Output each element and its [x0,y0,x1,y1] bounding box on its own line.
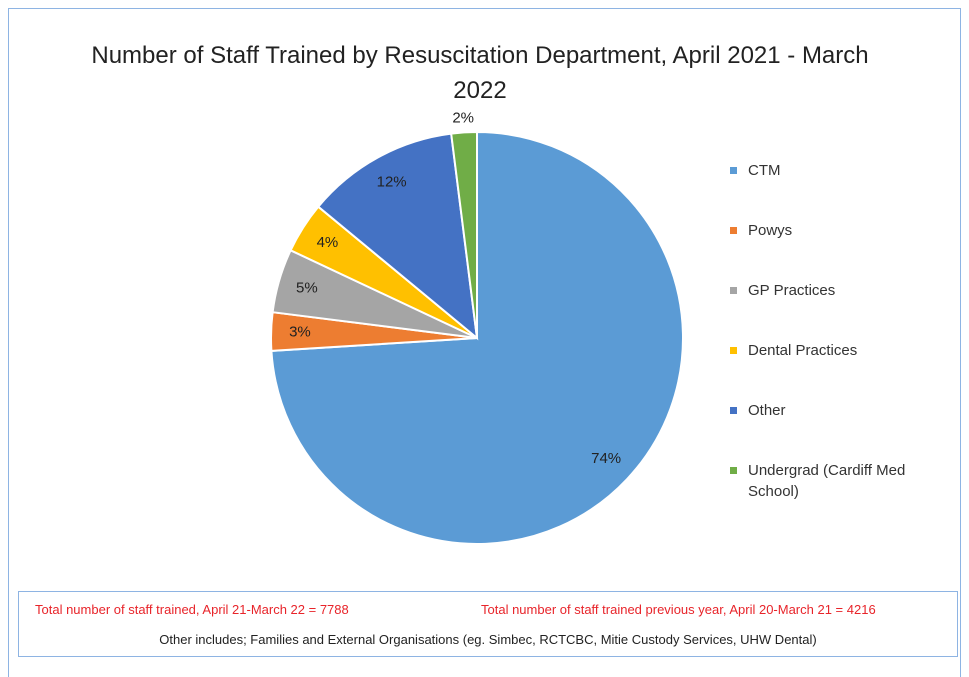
data-label: 5% [296,280,318,297]
legend-item: Undergrad (Cardiff Med School) [730,460,950,520]
notes-box: Total number of staff trained, April 21-… [18,591,958,657]
legend-label: Powys [748,222,793,239]
legend-item: CTM [730,160,950,220]
pie-slice [316,132,479,341]
legend-label: Dental Practices [748,342,858,359]
total-previous: Total number of staff trained previous y… [481,602,876,617]
data-label: 74% [591,450,621,467]
legend-label: CTM [748,162,781,179]
data-label: 12% [377,174,407,191]
legend-swatch [730,467,737,474]
legend-item: Other [730,400,950,460]
legend-label: Undergrad (Cardiff Med School) [748,462,906,500]
other-note: Other includes; Families and External Or… [159,632,817,647]
legend: CTM Powys GP Practices Dental Practices Othe… [730,160,950,520]
legend-swatch [730,347,737,354]
legend-swatch [730,167,737,174]
legend-swatch [730,227,737,234]
data-label: 4% [317,234,339,251]
legend-item: Powys [730,220,950,280]
legend-swatch [730,407,737,414]
pie-slice [450,130,478,339]
chart-frame [8,8,961,677]
legend-label: GP Practices [748,282,836,299]
data-label: 2% [452,109,474,126]
legend-item: GP Practices [730,280,950,340]
legend-item: Dental Practices [730,340,950,400]
legend-swatch [730,287,737,294]
data-label: 3% [289,323,311,340]
legend-label: Other [748,402,786,419]
total-current: Total number of staff trained, April 21-… [35,602,349,617]
chart-title: Number of Staff Trained by Resuscitation… [91,42,869,104]
